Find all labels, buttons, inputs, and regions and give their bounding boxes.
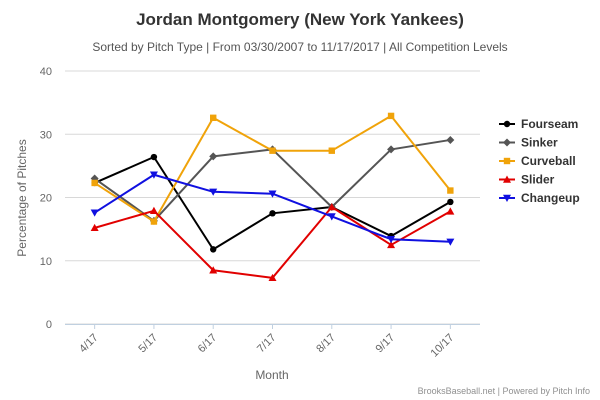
legend-label-fourseam: Fourseam (521, 117, 578, 131)
legend-item-changeup[interactable]: Changeup (499, 191, 580, 205)
legend-label-slider: Slider (521, 173, 555, 187)
legend-marker-slider (503, 175, 511, 183)
data-point-changeup (149, 171, 158, 179)
data-point-changeup (90, 209, 99, 217)
data-point-fourseam (210, 246, 217, 253)
legend-marker-sinker (503, 138, 511, 147)
x-tick-label: 6/17 (196, 332, 220, 356)
series-line-fourseam (94, 156, 451, 251)
legend-label-curveball: Curveball (521, 154, 576, 168)
legend-marker-curveball (503, 157, 511, 165)
legend-marker-fourseam (503, 120, 511, 128)
data-point-sinker (387, 145, 396, 154)
x-tick-label: 5/17 (136, 332, 160, 356)
series-curveball[interactable] (91, 112, 454, 225)
data-point-curveball (328, 147, 335, 154)
x-axis-label: Month (255, 368, 288, 382)
x-tick-label: 9/17 (374, 332, 398, 356)
x-tick-label: 4/17 (77, 332, 101, 356)
series-slider[interactable] (90, 202, 455, 282)
data-point-fourseam (269, 210, 276, 217)
data-point-changeup (446, 238, 455, 246)
data-point-slider (327, 202, 336, 211)
y-axis-label: Percentage of Pitches (15, 139, 29, 256)
data-point-fourseam (150, 153, 158, 161)
data-point-changeup (387, 236, 396, 244)
x-tick-label: 10/17 (429, 332, 457, 360)
y-tick-label: 30 (40, 129, 52, 141)
series-line-curveball (94, 114, 452, 223)
grid: 0 10 20 30 40 (40, 66, 480, 331)
legend-marker-changeup (503, 194, 511, 202)
data-point-slider (209, 266, 218, 274)
data-point-curveball (150, 218, 158, 225)
y-tick-label: 0 (46, 319, 52, 331)
data-point-fourseam (447, 198, 454, 206)
series-changeup[interactable] (90, 171, 455, 246)
data-point-curveball (210, 114, 217, 122)
chart-title: Jordan Montgomery (New York Yankees) (136, 10, 464, 29)
data-point-curveball (269, 147, 276, 154)
data-point-slider (90, 223, 99, 232)
data-point-curveball (447, 187, 454, 194)
legend-label-sinker: Sinker (521, 136, 558, 150)
data-point-sinker (209, 152, 218, 161)
x-tick-label: 8/17 (314, 332, 338, 356)
chart-subtitle: Sorted by Pitch Type | From 03/30/2007 t… (92, 40, 507, 54)
y-tick-label: 10 (40, 256, 52, 268)
data-point-slider (268, 273, 277, 282)
legend[interactable]: Fourseam Sinker Curveball Slider Changeup (499, 117, 580, 205)
legend-item-fourseam[interactable]: Fourseam (499, 117, 578, 131)
data-point-slider (387, 240, 396, 249)
data-point-curveball (387, 112, 395, 120)
legend-item-slider[interactable]: Slider (499, 173, 555, 187)
y-tick-label: 40 (40, 66, 52, 78)
data-point-changeup (327, 213, 336, 221)
data-point-curveball (91, 179, 98, 187)
data-point-sinker (446, 135, 455, 144)
data-point-changeup (268, 190, 277, 198)
y-tick-label: 20 (40, 193, 52, 205)
data-point-slider (149, 206, 158, 214)
x-tick-label: 7/17 (255, 332, 279, 356)
legend-label-changeup: Changeup (521, 191, 580, 205)
series-fourseam[interactable] (91, 153, 454, 253)
series-group (90, 112, 455, 282)
data-point-changeup (209, 188, 218, 196)
legend-item-curveball[interactable]: Curveball (499, 154, 576, 168)
data-point-slider (446, 207, 455, 215)
x-axis-ticks: 4/17 5/17 6/17 7/17 8/17 9/17 10/17 (77, 324, 456, 360)
credit-text: BrooksBaseball.net | Powered by Pitch In… (418, 386, 590, 396)
legend-item-sinker[interactable]: Sinker (499, 136, 558, 150)
